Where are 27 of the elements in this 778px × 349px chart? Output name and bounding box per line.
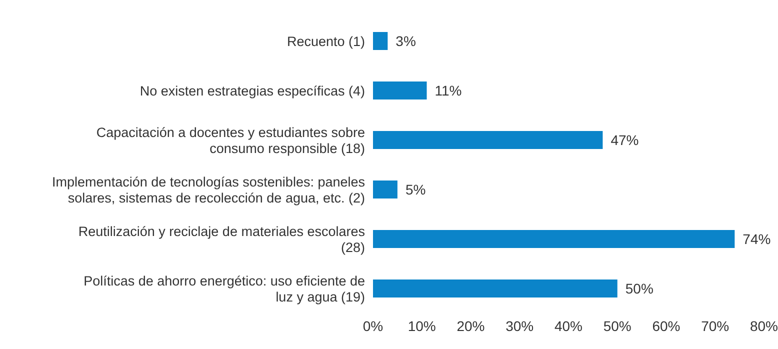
x-tick-label: 0%	[362, 318, 384, 334]
x-tick-label: 30%	[506, 318, 534, 334]
y-tick-label: Implementación de tecnologías sostenibles: paneles solares, sistemas de recolección de agua, etc. (2)	[52, 174, 366, 205]
data-label: 5%	[405, 182, 426, 198]
y-tick-label: No existen estrategias específicas (4)	[140, 82, 365, 98]
x-tick-label: 10%	[408, 318, 436, 334]
data-label: 11%	[434, 82, 462, 98]
data-label: 50%	[625, 280, 654, 296]
y-tick-label: Capacitación a docentes y estudiantes sobre consumo responsible (18)	[96, 124, 365, 156]
bar	[373, 280, 618, 298]
y-tick-label: Políticas de ahorro energético: uso eficiente de luz y agua (19)	[84, 272, 365, 304]
y-tick-label: Recuento (1)	[286, 33, 365, 48]
x-tick-label: 40%	[554, 318, 583, 334]
x-tick-label: 60%	[652, 318, 680, 334]
y-tick-label: Reutilización y reciclaje de materiales escolares (28)	[78, 223, 366, 254]
bar	[373, 32, 388, 50]
data-label: 74%	[742, 231, 771, 247]
bar	[373, 82, 427, 100]
data-label: 3%	[396, 33, 416, 49]
bar	[373, 180, 398, 198]
x-tick-label: 70%	[701, 318, 730, 334]
bar	[373, 230, 735, 248]
x-tick-label: 80%	[750, 318, 778, 334]
data-label: 47%	[610, 132, 639, 148]
x-tick-label: 20%	[456, 318, 485, 334]
x-tick-label: 50%	[603, 318, 632, 334]
bar	[373, 131, 603, 149]
